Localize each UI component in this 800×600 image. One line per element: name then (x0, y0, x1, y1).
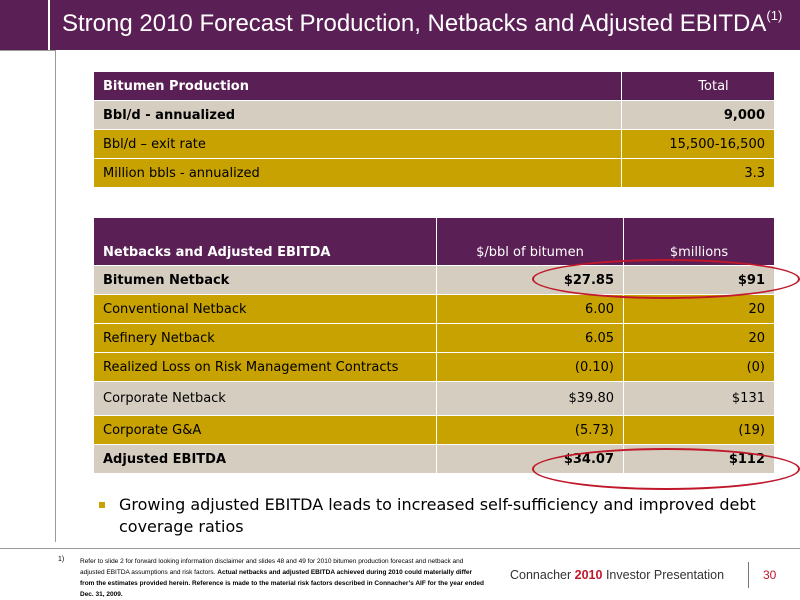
column-header: Netbacks and Adjusted EBITDA (93, 217, 437, 266)
footer-separator (748, 562, 749, 588)
column-header: $/bbl of bitumen (436, 217, 624, 266)
table-row: Corporate G&A (5.73) (19) (93, 415, 775, 445)
page-number: 30 (763, 568, 777, 582)
row-label: Bbl/d – exit rate (93, 129, 622, 159)
per-bbl-value: $39.80 (436, 381, 624, 416)
table-row: Bbl/d - annualized 9,000 (93, 100, 775, 130)
footnote-bold-text: Actual netbacks and adjusted EBITDA achi… (80, 569, 484, 598)
row-label: Corporate Netback (93, 381, 437, 416)
table-row: Million bbls - annualized 3.3 (93, 158, 775, 188)
per-bbl-value: (0.10) (436, 352, 624, 382)
row-value: 9,000 (621, 100, 775, 130)
footer-company: Connacher (510, 568, 572, 582)
row-label: Adjusted EBITDA (93, 444, 437, 474)
row-label: Corporate G&A (93, 415, 437, 445)
footer-brand: Connacher 2010 Investor Presentation (510, 568, 724, 582)
row-label: Bitumen Netback (93, 265, 437, 295)
footnote-marker: 1) (58, 556, 65, 563)
per-bbl-value: (5.73) (436, 415, 624, 445)
table-row: Realized Loss on Risk Management Contrac… (93, 352, 775, 382)
slide-title: Strong 2010 Forecast Production, Netback… (62, 8, 783, 37)
millions-value: (19) (623, 415, 775, 445)
table-row: Bbl/d – exit rate 15,500-16,500 (93, 129, 775, 159)
column-header: Bitumen Production (93, 71, 622, 101)
millions-value: 20 (623, 294, 775, 324)
left-margin-line (55, 50, 56, 542)
title-bar: Strong 2010 Forecast Production, Netback… (0, 0, 800, 50)
row-label: Bbl/d - annualized (93, 100, 622, 130)
table-header-row: Netbacks and Adjusted EBITDA $/bbl of bi… (93, 217, 775, 266)
table-row: Refinery Netback 6.05 20 (93, 323, 775, 353)
millions-value: 20 (623, 323, 775, 353)
row-label: Million bbls - annualized (93, 158, 622, 188)
column-header: Total (621, 71, 775, 101)
footer-year: 2010 (574, 568, 603, 582)
bullet-marker-icon (99, 502, 105, 508)
bitumen-production-table: Bitumen Production Total Bbl/d - annuali… (93, 71, 775, 188)
title-footnote-marker: (1) (766, 8, 783, 23)
footnote-text: Refer to slide 2 for forward looking inf… (80, 558, 484, 598)
per-bbl-value: 6.00 (436, 294, 624, 324)
table-row: Corporate Netback $39.80 $131 (93, 381, 775, 416)
corner-line (0, 50, 56, 51)
table-header-row: Bitumen Production Total (93, 71, 775, 101)
footer-divider (0, 548, 800, 549)
row-label: Realized Loss on Risk Management Contrac… (93, 352, 437, 382)
highlight-oval-adjusted-ebitda (532, 448, 800, 490)
highlight-oval-bitumen-netback (532, 259, 800, 299)
table-row: Conventional Netback 6.00 20 (93, 294, 775, 324)
row-label: Refinery Netback (93, 323, 437, 353)
per-bbl-value: 6.05 (436, 323, 624, 353)
footer-label: Investor Presentation (605, 568, 725, 582)
netbacks-ebitda-table: Netbacks and Adjusted EBITDA $/bbl of bi… (93, 217, 775, 474)
bullet-point: Growing adjusted EBITDA leads to increas… (97, 494, 777, 538)
row-value: 3.3 (621, 158, 775, 188)
millions-value: (0) (623, 352, 775, 382)
bullet-text: Growing adjusted EBITDA leads to increas… (119, 495, 756, 536)
row-label: Conventional Netback (93, 294, 437, 324)
title-bar-divider (48, 0, 50, 50)
row-value: 15,500-16,500 (621, 129, 775, 159)
millions-value: $131 (623, 381, 775, 416)
